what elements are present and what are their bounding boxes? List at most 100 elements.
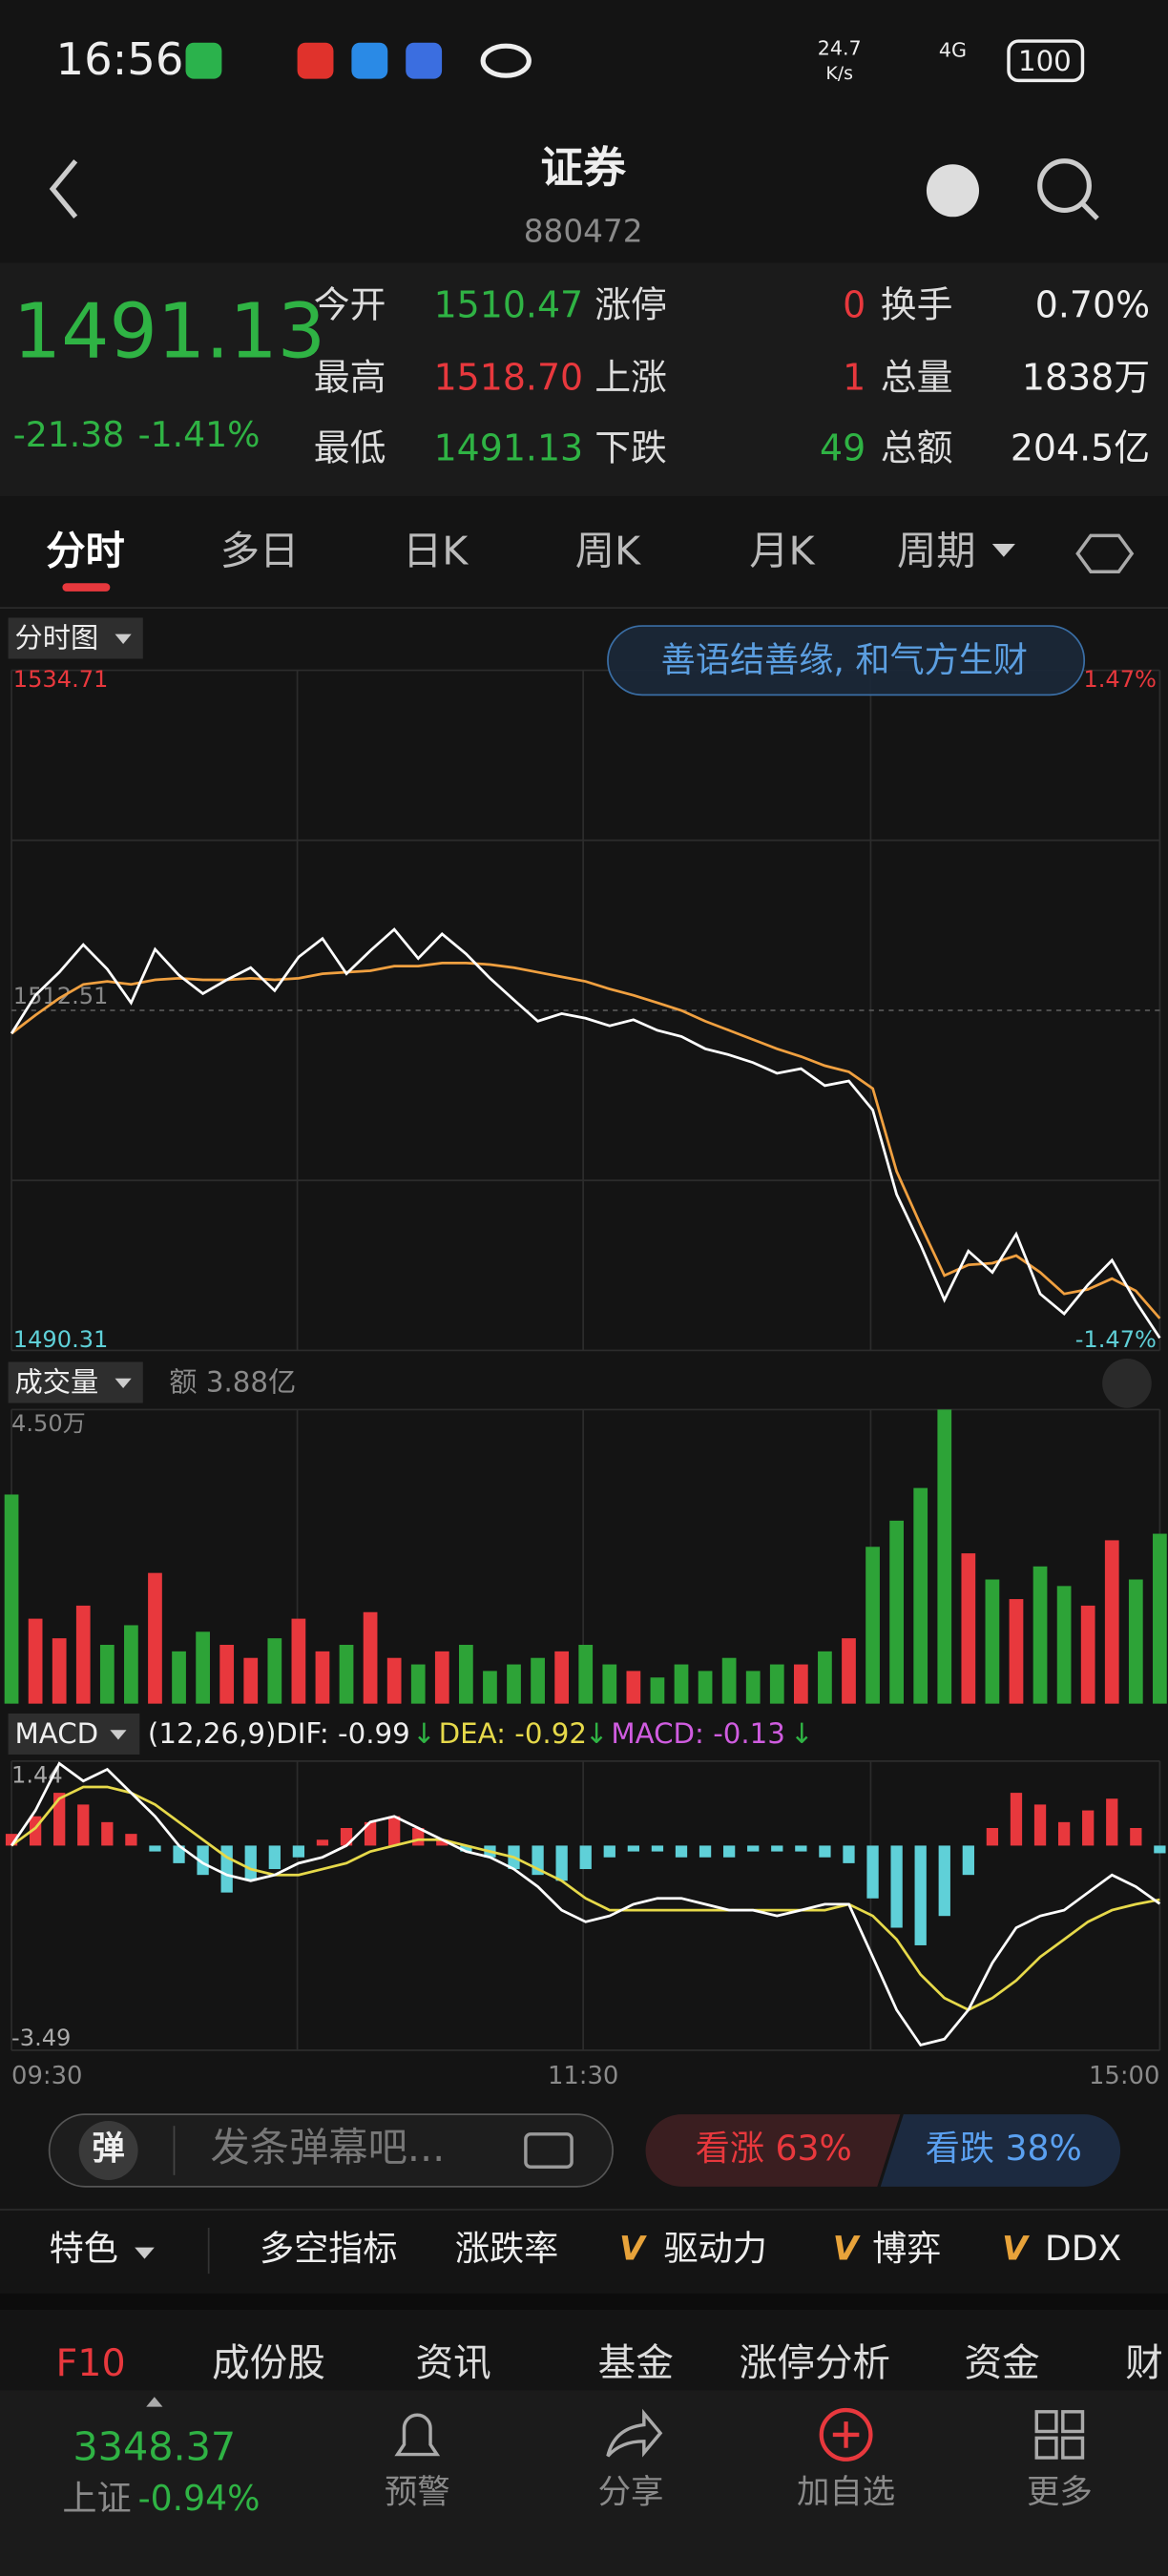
indicator[interactable]: 多空指标 xyxy=(260,2228,398,2269)
macd-bar xyxy=(938,1845,950,1917)
action[interactable]: 更多 xyxy=(1027,2473,1093,2511)
volume-bar xyxy=(745,1671,761,1704)
dropdown-arrow xyxy=(110,1730,127,1740)
bottom-tab[interactable]: 资金 xyxy=(965,2341,1040,2385)
stat-value: 204.5亿 xyxy=(1011,426,1150,468)
macd-bar xyxy=(771,1845,783,1852)
macd-bar xyxy=(149,1845,161,1852)
x-label: 11:30 xyxy=(548,2062,618,2090)
tab[interactable]: 月K xyxy=(749,528,815,573)
stat-label: 上涨 xyxy=(594,356,667,398)
stats: 今开 1510.47 涨停 0 换手 0.70% 最高 1518.70 上涨 1 总量 1838万最低… xyxy=(314,283,1150,468)
dropdown-arrow xyxy=(115,634,132,644)
tab[interactable]: 多日 xyxy=(220,528,300,573)
dif-line xyxy=(10,1761,1161,2047)
indicator[interactable]: 驱动力 xyxy=(663,2228,766,2269)
action[interactable]: 加自选 xyxy=(797,2473,895,2511)
back-button[interactable] xyxy=(49,159,78,218)
volume-bar xyxy=(674,1664,689,1704)
volume-bar xyxy=(124,1625,138,1704)
volume-bar xyxy=(75,1605,91,1704)
macd-value-label: MACD: -0.13 xyxy=(611,1717,784,1750)
settings-button[interactable] xyxy=(1075,533,1135,573)
bottom-tab[interactable]: 财 xyxy=(1125,2341,1163,2385)
macd-bar xyxy=(388,1816,401,1846)
stat-label: 换手 xyxy=(881,283,953,325)
macd-bar xyxy=(699,1845,712,1858)
macd-bar xyxy=(1033,1804,1047,1846)
bottom-tab[interactable]: 资讯 xyxy=(416,2341,491,2385)
volume-bar xyxy=(961,1553,976,1704)
stat-label: 最高 xyxy=(314,356,386,398)
macd-bar xyxy=(244,1845,257,1881)
bottom-tab[interactable]: F10 xyxy=(56,2341,126,2385)
pct-label: 1.47% xyxy=(1083,666,1157,693)
macd-bar xyxy=(866,1845,879,1899)
tab[interactable]: 周期 xyxy=(897,528,976,573)
x-label: 15:00 xyxy=(1089,2062,1159,2090)
volume-chart: 4.50万 xyxy=(4,1408,1167,1704)
feature-menu[interactable]: 特色 xyxy=(50,2228,118,2269)
bottom-tab[interactable]: 基金 xyxy=(598,2341,674,2385)
macd-bar xyxy=(843,1845,855,1863)
bull-button[interactable] xyxy=(645,2114,901,2187)
danmaku-input[interactable] xyxy=(48,2113,614,2188)
macd-arrow: ↓ xyxy=(790,1717,814,1750)
bear-button[interactable] xyxy=(880,2114,1121,2187)
bottom-tab[interactable]: 涨停分析 xyxy=(740,2341,890,2385)
chart-label: 分时图 xyxy=(14,621,98,654)
tab[interactable]: 分时 xyxy=(46,528,125,573)
title: 证券 xyxy=(540,142,627,193)
indicator[interactable]: 涨跌率 xyxy=(455,2228,558,2269)
footer xyxy=(0,2390,1168,2576)
volume-bar xyxy=(1080,1605,1095,1704)
indicator[interactable]: DDX xyxy=(1045,2228,1121,2269)
search-button[interactable] xyxy=(1037,158,1092,213)
macd-bar xyxy=(651,1845,664,1852)
x-label: 09:30 xyxy=(11,2062,82,2090)
volume-bar xyxy=(410,1664,426,1704)
volume-bar xyxy=(578,1645,594,1704)
vip-mark: V xyxy=(833,2231,861,2269)
alert-icon xyxy=(394,2413,441,2457)
stat-label: 涨停 xyxy=(594,283,667,325)
volume-bar xyxy=(243,1657,259,1704)
expand-arrow xyxy=(146,2397,163,2407)
banner xyxy=(607,625,1086,696)
mascot-button[interactable] xyxy=(926,164,980,218)
app-icon xyxy=(406,42,443,79)
bottom-tab[interactable]: 成份股 xyxy=(212,2341,325,2385)
macd-bar xyxy=(125,1834,137,1846)
app-icon xyxy=(185,42,222,79)
macd-bar xyxy=(268,1845,281,1870)
action[interactable]: 分享 xyxy=(598,2473,664,2511)
macd-bar xyxy=(292,1845,305,1858)
macd-chart: 1.44 -3.49 xyxy=(5,1760,1166,2051)
volume-bar xyxy=(434,1651,449,1704)
tab[interactable]: 日K xyxy=(403,528,469,573)
stat-value: 1491.13 xyxy=(434,426,584,468)
stat-label: 总量 xyxy=(881,356,953,398)
volume-bar xyxy=(1009,1599,1024,1704)
volume-bar xyxy=(531,1657,545,1704)
index-value[interactable]: 3348.37 xyxy=(73,2423,236,2469)
macd-bar xyxy=(364,1821,377,1846)
macd-bar xyxy=(1154,1845,1166,1854)
tab[interactable]: 周K xyxy=(575,528,641,573)
indicator[interactable]: 博弈 xyxy=(872,2228,941,2269)
volume-bar xyxy=(363,1611,378,1704)
bear-label: 看跌 38% xyxy=(926,2128,1082,2169)
eye-icon xyxy=(480,43,532,78)
expand-button[interactable] xyxy=(1102,1359,1152,1408)
macd-bar xyxy=(555,1845,568,1881)
volume-bar xyxy=(866,1547,880,1704)
danmaku-toggle[interactable] xyxy=(524,2132,574,2169)
volume-bar xyxy=(698,1671,713,1704)
stat-label: 下跌 xyxy=(594,426,667,468)
action[interactable]: 预警 xyxy=(385,2473,450,2511)
vip-mark: V xyxy=(1002,2231,1030,2269)
y-tick-label: 1.44 xyxy=(11,1761,63,1788)
stat-label: 最低 xyxy=(314,426,386,468)
